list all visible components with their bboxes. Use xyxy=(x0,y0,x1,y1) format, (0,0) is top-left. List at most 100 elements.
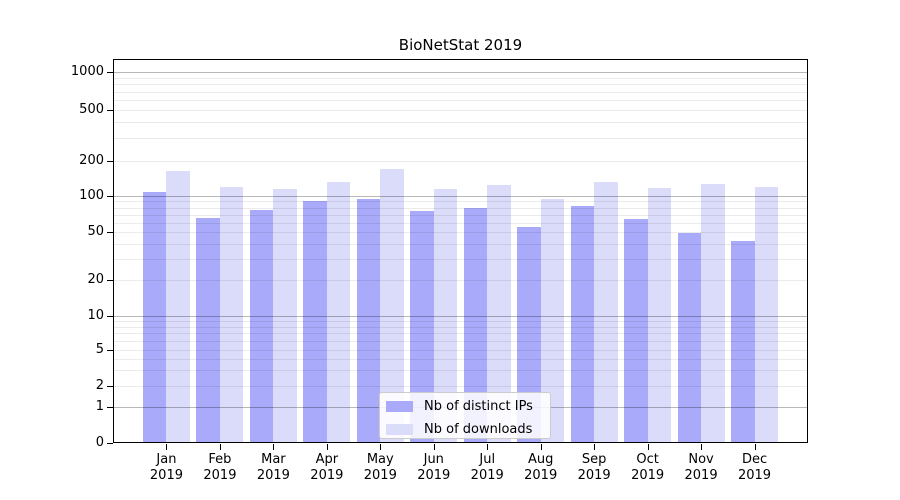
minor-gridline xyxy=(114,138,807,140)
bar-downloads xyxy=(219,186,244,442)
x-tick xyxy=(273,444,275,450)
bar-distinct-ips xyxy=(731,241,755,442)
y-tick-label: 5 xyxy=(95,342,104,357)
y-tick xyxy=(107,196,113,197)
x-tick-label: Mar 2019 xyxy=(256,452,290,483)
minor-gridline xyxy=(114,214,807,216)
y-tick-label: 0 xyxy=(95,435,104,450)
x-tick-label: Oct 2019 xyxy=(631,452,665,483)
minor-gridline xyxy=(114,84,807,86)
x-tick-label: Jul 2019 xyxy=(470,452,504,483)
x-tick-label: Aug 2019 xyxy=(524,452,558,483)
minor-gridline xyxy=(114,100,807,101)
bar-downloads xyxy=(433,189,458,442)
bar-downloads xyxy=(380,168,404,442)
legend-swatch-distinct-ips-icon xyxy=(386,400,413,412)
y-tick-label: 10 xyxy=(87,308,104,323)
minor-gridline xyxy=(114,341,807,343)
y-tick-label: 100 xyxy=(79,188,104,203)
minor-gridline xyxy=(114,77,807,79)
y-tick xyxy=(107,443,113,444)
bar-distinct-ips xyxy=(677,233,702,442)
minor-gridline xyxy=(114,258,807,260)
bar-downloads xyxy=(273,189,297,442)
major-gridline xyxy=(114,196,807,197)
minor-gridline xyxy=(114,222,807,224)
x-tick xyxy=(326,444,328,450)
minor-gridline xyxy=(114,122,807,124)
x-tick-label: May 2019 xyxy=(363,452,397,483)
x-tick xyxy=(219,444,221,450)
y-tick-label: 50 xyxy=(87,224,104,239)
minor-gridline xyxy=(114,280,807,281)
y-tick xyxy=(107,161,113,162)
x-tick xyxy=(594,444,596,450)
minor-gridline xyxy=(114,326,807,328)
x-tick xyxy=(540,444,542,450)
major-gridline xyxy=(114,316,807,317)
bar-distinct-ips xyxy=(249,210,274,442)
legend-label-distinct-ips: Nb of distinct IPs xyxy=(424,398,533,414)
x-tick xyxy=(433,444,435,450)
y-tick-label: 1 xyxy=(95,399,104,414)
y-tick-label: 2 xyxy=(95,378,104,393)
y-tick-label: 1000 xyxy=(70,64,104,79)
y-tick xyxy=(107,407,113,408)
bar-distinct-ips xyxy=(356,199,381,442)
x-tick xyxy=(166,444,168,450)
bar-downloads xyxy=(594,181,618,442)
minor-gridline xyxy=(114,110,807,111)
bar-distinct-ips xyxy=(303,201,327,442)
bar-distinct-ips xyxy=(196,218,220,442)
legend-item-distinct-ips: Nb of distinct IPs xyxy=(386,396,550,416)
bar-distinct-ips xyxy=(410,210,434,442)
x-tick-label: Nov 2019 xyxy=(684,452,718,483)
x-tick-label: Jan 2019 xyxy=(149,452,183,483)
x-tick xyxy=(754,444,756,450)
minor-gridline xyxy=(114,161,807,162)
minor-gridline xyxy=(114,350,807,351)
x-tick-label: Sep 2019 xyxy=(577,452,611,483)
legend: Nb of distinct IPs Nb of downloads xyxy=(379,392,551,439)
x-tick xyxy=(487,444,489,450)
bar-downloads xyxy=(166,171,190,442)
y-tick xyxy=(107,110,113,111)
bar-downloads xyxy=(701,183,725,442)
y-tick xyxy=(107,72,113,73)
y-tick-label: 200 xyxy=(79,153,104,168)
y-tick-label: 20 xyxy=(87,272,104,287)
x-tick-label: Apr 2019 xyxy=(310,452,344,483)
legend-label-downloads: Nb of downloads xyxy=(424,421,533,437)
bar-distinct-ips xyxy=(463,207,488,442)
minor-gridline xyxy=(114,232,807,233)
x-tick-label: Jun 2019 xyxy=(417,452,451,483)
bar-downloads xyxy=(326,181,351,442)
minor-gridline xyxy=(114,243,807,245)
bar-distinct-ips xyxy=(624,219,648,442)
y-tick xyxy=(107,386,113,387)
y-tick-label: 500 xyxy=(79,102,104,117)
bar-downloads xyxy=(487,185,511,442)
minor-gridline xyxy=(114,386,807,387)
minor-gridline xyxy=(114,91,807,93)
minor-gridline xyxy=(114,207,807,209)
minor-gridline xyxy=(114,370,807,372)
y-tick xyxy=(107,280,113,281)
x-tick-label: Dec 2019 xyxy=(737,452,772,483)
y-tick xyxy=(107,316,113,317)
y-tick xyxy=(107,232,113,233)
bar-downloads xyxy=(647,187,672,442)
bar-downloads xyxy=(540,199,565,442)
bar-distinct-ips xyxy=(142,192,167,442)
minor-gridline xyxy=(114,201,807,203)
bar-distinct-ips xyxy=(570,205,595,442)
minor-gridline xyxy=(114,333,807,335)
x-tick xyxy=(701,444,703,450)
minor-gridline xyxy=(114,358,807,360)
minor-gridline xyxy=(114,321,807,323)
x-tick xyxy=(380,444,382,450)
chart-title: BioNetStat 2019 xyxy=(398,36,523,54)
bar-distinct-ips xyxy=(517,227,541,442)
x-tick xyxy=(647,444,649,450)
legend-swatch-downloads-icon xyxy=(386,423,413,435)
